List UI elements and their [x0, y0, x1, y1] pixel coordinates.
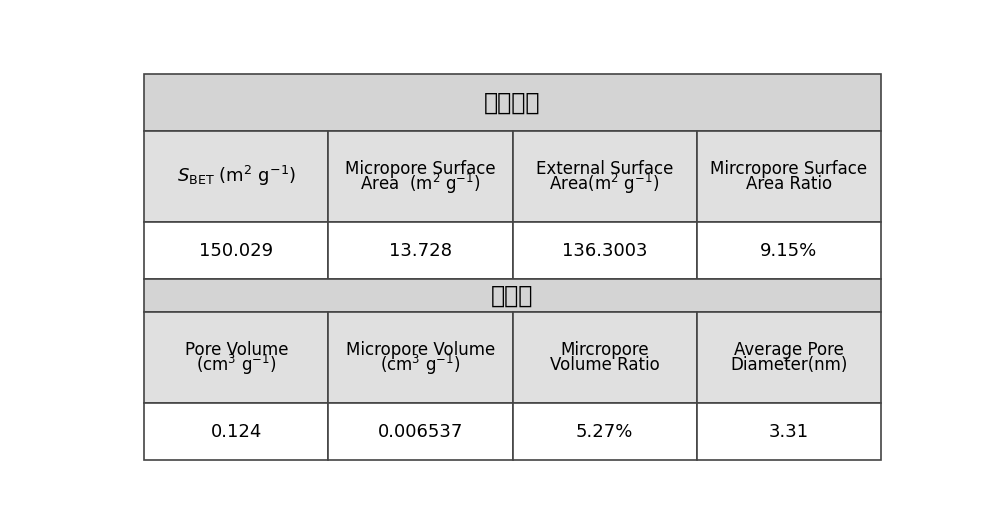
Text: 面积数据: 面积数据 [484, 90, 541, 114]
Text: Pore Volume: Pore Volume [185, 341, 288, 359]
Bar [144, 222, 328, 279]
Bar [328, 403, 512, 460]
Text: $S_{\mathrm{BET}}$ (m$^2$ g$^{-1}$): $S_{\mathrm{BET}}$ (m$^2$ g$^{-1}$) [177, 165, 296, 188]
Bar [144, 279, 881, 312]
Text: 5.27%: 5.27% [576, 423, 633, 441]
Text: 孔数据: 孔数据 [491, 284, 534, 307]
Text: 3.31: 3.31 [769, 423, 809, 441]
Text: 9.15%: 9.15% [760, 242, 817, 260]
Text: Average Pore: Average Pore [734, 341, 844, 359]
Bar [144, 312, 328, 403]
Text: Mircropore Surface: Mircropore Surface [710, 160, 867, 178]
Text: Diameter(nm): Diameter(nm) [730, 356, 847, 374]
Bar [328, 131, 512, 222]
Text: Micropore Surface: Micropore Surface [345, 160, 496, 178]
Bar [512, 222, 697, 279]
Bar [328, 312, 512, 403]
Bar [512, 131, 697, 222]
Text: 0.006537: 0.006537 [378, 423, 463, 441]
Text: Mircropore: Mircropore [560, 341, 649, 359]
Bar [697, 222, 881, 279]
Bar [512, 312, 697, 403]
Text: 136.3003: 136.3003 [562, 242, 647, 260]
Bar [328, 222, 512, 279]
Text: Volume Ratio: Volume Ratio [550, 356, 659, 374]
Bar [697, 403, 881, 460]
Bar [697, 131, 881, 222]
Bar [144, 74, 881, 131]
Text: External Surface: External Surface [536, 160, 673, 178]
Text: Area Ratio: Area Ratio [746, 175, 832, 193]
Text: Area(m$^2$ g$^{-1}$): Area(m$^2$ g$^{-1}$) [549, 172, 660, 196]
Text: 150.029: 150.029 [199, 242, 273, 260]
Text: (cm$^3$ g$^{-1}$): (cm$^3$ g$^{-1}$) [196, 353, 277, 377]
Bar [144, 131, 328, 222]
Text: Area  (m$^2$ g$^{-1}$): Area (m$^2$ g$^{-1}$) [360, 172, 481, 196]
Text: 0.124: 0.124 [211, 423, 262, 441]
Bar [144, 403, 328, 460]
Bar [697, 312, 881, 403]
Text: 13.728: 13.728 [389, 242, 452, 260]
Text: (cm$^3$ g$^{-1}$): (cm$^3$ g$^{-1}$) [380, 353, 461, 377]
Bar [512, 403, 697, 460]
Text: Micropore Volume: Micropore Volume [346, 341, 495, 359]
